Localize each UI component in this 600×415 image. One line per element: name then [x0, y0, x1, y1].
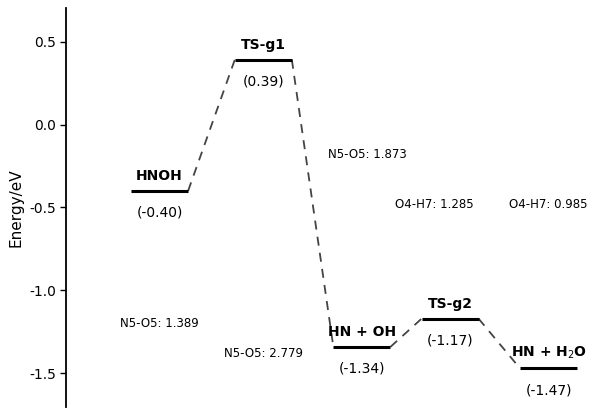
- Text: (-1.17): (-1.17): [427, 334, 473, 348]
- Text: (-0.40): (-0.40): [136, 206, 183, 220]
- Text: N5-O5: 2.779: N5-O5: 2.779: [224, 347, 303, 360]
- Text: HNOH: HNOH: [136, 169, 183, 183]
- Text: O4-H7: 1.285: O4-H7: 1.285: [395, 198, 474, 211]
- Text: TS-g2: TS-g2: [428, 297, 473, 311]
- Text: TS-g1: TS-g1: [241, 38, 286, 52]
- Text: N5-O5: 1.873: N5-O5: 1.873: [328, 148, 406, 161]
- Text: (-1.47): (-1.47): [526, 383, 572, 398]
- Text: N5-O5: 1.389: N5-O5: 1.389: [120, 317, 199, 330]
- Text: O4-H7: 0.985: O4-H7: 0.985: [509, 198, 588, 211]
- Text: (0.39): (0.39): [242, 75, 284, 89]
- Text: HN + OH: HN + OH: [328, 325, 396, 339]
- Text: HN + H$_2$O: HN + H$_2$O: [511, 344, 587, 361]
- Y-axis label: Energy/eV: Energy/eV: [8, 168, 23, 247]
- Text: (-1.34): (-1.34): [338, 362, 385, 376]
